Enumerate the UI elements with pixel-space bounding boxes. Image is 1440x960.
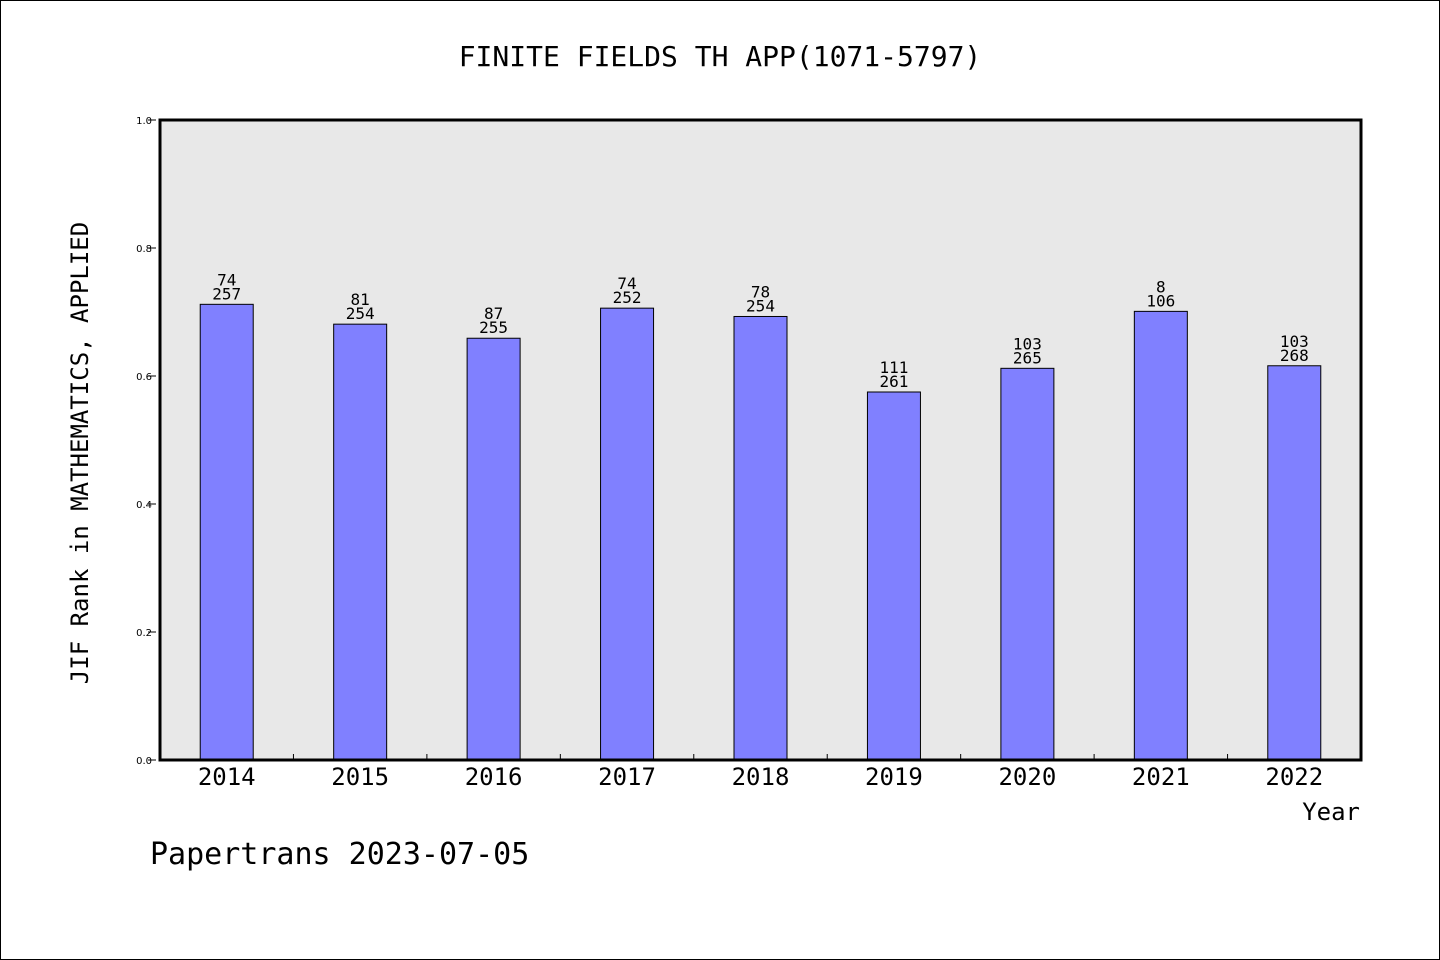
bar-data-label: 103 (1013, 334, 1042, 353)
x-tick-label: 2015 (331, 763, 389, 791)
bar-2015 (333, 323, 388, 761)
y-tick-label: 0.4 (136, 500, 152, 511)
x-tick-label: 2019 (865, 763, 923, 791)
y-tick-label: 0.6 (136, 372, 152, 383)
bar-2016 (466, 337, 521, 761)
bar-data-label: 254 (746, 296, 775, 315)
bar-data-label: 254 (346, 304, 375, 323)
x-tick-label: 2014 (198, 763, 256, 791)
bar-2022 (1267, 365, 1322, 761)
plot-border (158, 118, 1363, 762)
x-tick-label: 2020 (998, 763, 1056, 791)
bar-data-label: 74 (617, 274, 636, 293)
bar-data-label: 87 (484, 304, 503, 323)
y-tick-label: 0.8 (136, 244, 152, 255)
x-axis-label: Year (1302, 798, 1360, 826)
chart-title: FINITE FIELDS TH APP(1071-5797) (459, 40, 982, 73)
bar-data-label: 255 (479, 318, 508, 337)
bar-data-label: 106 (1146, 291, 1175, 310)
bar-data-label: 103 (1280, 332, 1309, 351)
bar-data-label: 8 (1156, 277, 1166, 296)
x-axis: 2014 2015 2016 2017 2018 2019 2020 2021 2022 (198, 754, 1323, 791)
bar-2021 (1133, 310, 1188, 761)
bar-data-label: 81 (351, 290, 370, 309)
bar-data-label: 78 (751, 282, 770, 301)
y-axis: 0.0 0.2 0.4 0.6 0.8 1.0 (136, 116, 156, 767)
bar-2019 (866, 391, 921, 761)
y-axis-label: JIF Rank in MATHEMATICS, APPLIED (66, 222, 94, 684)
x-tick-label: 2018 (732, 763, 790, 791)
bar-data-label: 111 (879, 358, 908, 377)
bar-data-label: 265 (1013, 348, 1042, 367)
x-tick-label: 2016 (465, 763, 523, 791)
y-tick-label: 0.0 (136, 756, 152, 767)
bar-2017 (600, 307, 655, 761)
y-tick-label: 0.2 (136, 628, 152, 639)
bar-data-label: 74 (217, 270, 236, 289)
bar-data-label: 252 (613, 288, 642, 307)
bar-data-label: 257 (212, 284, 241, 303)
y-tick-label: 1.0 (136, 116, 152, 127)
bar-2014 (199, 303, 254, 761)
x-tick-label: 2021 (1132, 763, 1190, 791)
footer-credit: Papertrans 2023-07-05 (150, 837, 529, 872)
bar-data-label: 268 (1280, 346, 1309, 365)
bar-data-label: 261 (879, 372, 908, 391)
bar-2018 (733, 315, 788, 761)
x-tick-label: 2017 (598, 763, 656, 791)
bar-2020 (1000, 367, 1055, 761)
x-tick-label: 2022 (1265, 763, 1323, 791)
